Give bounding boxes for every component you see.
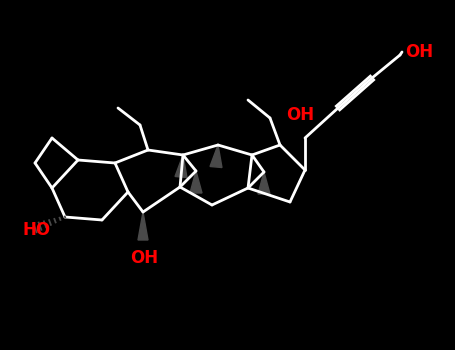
Polygon shape <box>258 172 270 194</box>
Text: OH: OH <box>405 43 433 61</box>
Polygon shape <box>138 212 148 240</box>
Text: OH: OH <box>286 106 314 124</box>
Polygon shape <box>210 145 222 168</box>
Text: OH: OH <box>130 249 158 267</box>
Polygon shape <box>190 171 202 193</box>
Polygon shape <box>175 155 187 177</box>
Text: HO: HO <box>22 221 50 239</box>
